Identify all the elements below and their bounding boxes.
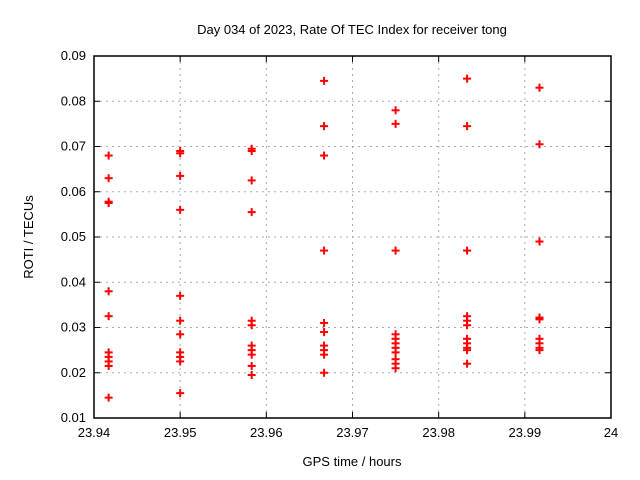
y-tick-label: 0.04 xyxy=(61,274,86,289)
y-tick-label: 0.01 xyxy=(61,410,86,425)
y-tick-label: 0.08 xyxy=(61,93,86,108)
plot-border xyxy=(93,55,612,419)
y-axis-label: ROTI / TECUs xyxy=(21,195,36,279)
plot-generated-layer: 23.94 23.95 23.96 23.97 23.98 23.99 24 0.01 0.02… xyxy=(61,48,619,440)
y-tick-label: 0.03 xyxy=(61,320,86,335)
y-tick-label: 0.05 xyxy=(61,229,86,244)
y-tick-label: 0.06 xyxy=(61,184,86,199)
x-tick-label: 23.94 xyxy=(78,425,111,440)
y-tick-label: 0.02 xyxy=(61,365,86,380)
y-tick-label: 0.07 xyxy=(61,139,86,154)
x-tick-label: 23.98 xyxy=(422,425,455,440)
y-tick-label: 0.09 xyxy=(61,48,86,63)
x-tick-label: 23.97 xyxy=(336,425,369,440)
x-axis-label: GPS time / hours xyxy=(303,454,402,469)
x-tick-label: 24 xyxy=(604,425,618,440)
x-tick-label: 23.96 xyxy=(250,425,283,440)
x-tick-label: 23.95 xyxy=(164,425,197,440)
x-tick-label: 23.99 xyxy=(509,425,542,440)
chart-title: Day 034 of 2023, Rate Of TEC Index for r… xyxy=(197,22,507,37)
